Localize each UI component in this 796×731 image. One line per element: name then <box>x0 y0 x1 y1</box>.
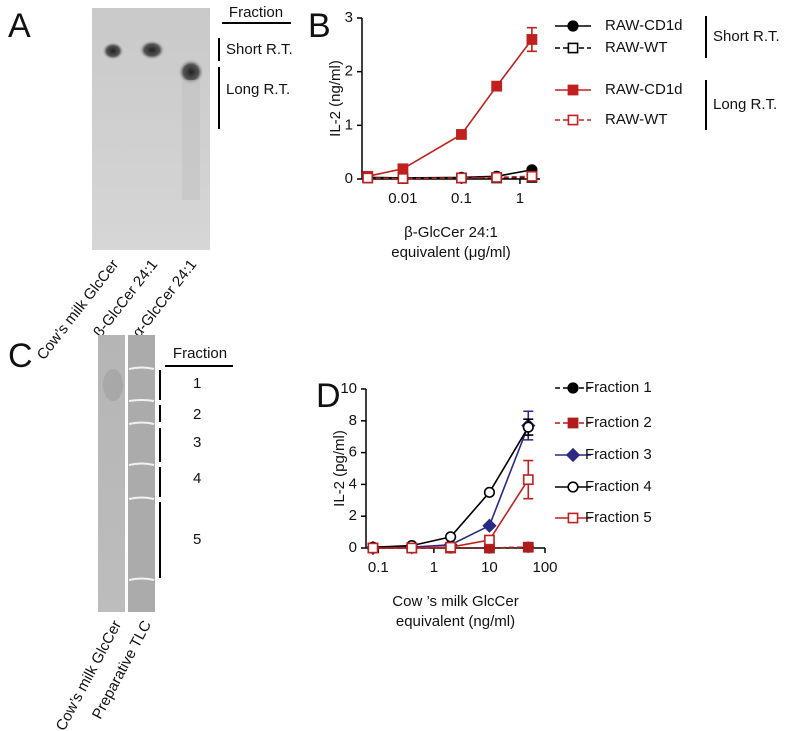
marker <box>567 84 579 96</box>
legend-label: Fraction 4 <box>585 478 652 495</box>
marker <box>522 474 534 486</box>
marker <box>565 447 581 463</box>
marker <box>567 512 579 524</box>
tlc-spot <box>178 59 204 85</box>
x-axis-label: Cow ’s milk GlcCer <box>392 593 518 610</box>
tlc-smear <box>182 80 200 200</box>
x-tick-label: 10 <box>481 559 498 576</box>
y-tick-label: 3 <box>345 9 353 26</box>
marker <box>484 534 495 546</box>
panel-a: A Fraction Short R.T. Long R.T. Cow’s mi… <box>8 4 293 363</box>
tlc-spot <box>103 369 123 401</box>
y-tick-label: 0 <box>345 170 353 187</box>
legend-label: RAW-WT <box>605 111 667 128</box>
x-axis-label: equivalent (μg/ml) <box>391 244 511 261</box>
tlc-spot <box>139 40 165 60</box>
series-line <box>367 175 532 180</box>
x-tick-label: 1 <box>516 190 524 207</box>
legend-label: Fraction 1 <box>585 379 652 396</box>
x-tick-label: 0.1 <box>451 190 472 207</box>
y-axis-label: IL-2 (ng/ml) <box>327 60 344 137</box>
header: Fraction <box>173 345 227 362</box>
marker <box>522 421 534 433</box>
bracket-label: Short R.T. <box>226 41 293 58</box>
marker <box>482 518 497 533</box>
tlc-bands <box>128 366 155 581</box>
marker <box>526 170 538 182</box>
chart: B 0 1 2 3 0.01 0.1 1 β-GlcCer 24:1 equivalent (μg… <box>308 7 780 261</box>
header: Fraction <box>229 4 283 21</box>
panel-c: C Fraction 1 2 3 4 5 Cow’s milk GlcCer P… <box>8 335 233 731</box>
legend-label: RAW-CD1d <box>605 81 683 98</box>
fraction-label: 4 <box>193 470 201 487</box>
y-tick-label: 1 <box>345 116 353 133</box>
y-tick-label: 8 <box>349 412 357 429</box>
marker <box>567 417 579 429</box>
y-tick-label: 4 <box>349 475 357 492</box>
marker <box>456 129 467 140</box>
marker <box>567 20 579 32</box>
y-tick-label: 2 <box>345 63 353 80</box>
legend-group-label: Long R.T. <box>713 96 777 113</box>
y-tick-label: 10 <box>340 380 357 397</box>
marker <box>362 172 374 184</box>
marker <box>445 531 457 543</box>
marker <box>406 542 418 554</box>
marker <box>367 542 379 554</box>
x-axis-label: β-GlcCer 24:1 <box>404 224 498 241</box>
legend-label: Fraction 2 <box>585 414 652 431</box>
y-axis-label: IL-2 (pg/ml) <box>331 430 348 507</box>
x-tick-label: 100 <box>532 559 557 576</box>
marker <box>522 541 534 553</box>
marker <box>567 114 579 126</box>
legend-label: RAW-WT <box>605 39 667 56</box>
tlc-spot <box>102 42 124 60</box>
marker <box>397 163 409 175</box>
bracket-label: Long R.T. <box>226 81 290 98</box>
legend-group-label: Short R.T. <box>713 28 780 45</box>
marker <box>567 481 579 493</box>
marker <box>397 173 409 184</box>
marker <box>445 541 457 553</box>
marker <box>483 486 496 498</box>
marker <box>456 172 467 184</box>
panel-letter: A <box>8 7 31 45</box>
marker <box>491 80 503 92</box>
y-tick-label: 2 <box>349 507 357 524</box>
series-line <box>372 425 530 549</box>
marker <box>567 42 579 54</box>
marker <box>491 171 503 183</box>
marker <box>526 34 538 45</box>
panel-letter: D <box>316 377 341 415</box>
chart: D 0 2 4 6 8 10 0.1 1 10 100 Cow ’s milk GlcCer equiv… <box>316 377 652 630</box>
x-tick-label: 0.01 <box>388 190 417 207</box>
series-line <box>367 39 533 178</box>
x-tick-label: 1 <box>430 559 438 576</box>
fraction-label: 5 <box>193 531 201 548</box>
fraction-label: 1 <box>193 375 201 392</box>
fraction-label: 3 <box>193 434 201 451</box>
fraction-label: 2 <box>193 406 201 423</box>
marker <box>567 382 579 394</box>
panel-letter: B <box>308 7 331 45</box>
y-tick-label: 0 <box>349 539 357 556</box>
y-tick-label: 6 <box>349 444 357 461</box>
legend-label: Fraction 3 <box>585 446 652 463</box>
panel-letter: C <box>8 337 33 375</box>
tlc-lane <box>128 335 155 612</box>
legend-label: Fraction 5 <box>585 509 652 526</box>
x-tick-label: 0.1 <box>368 559 389 576</box>
legend-label: RAW-CD1d <box>605 17 683 34</box>
x-axis-label: equivalent (ng/ml) <box>396 613 515 630</box>
